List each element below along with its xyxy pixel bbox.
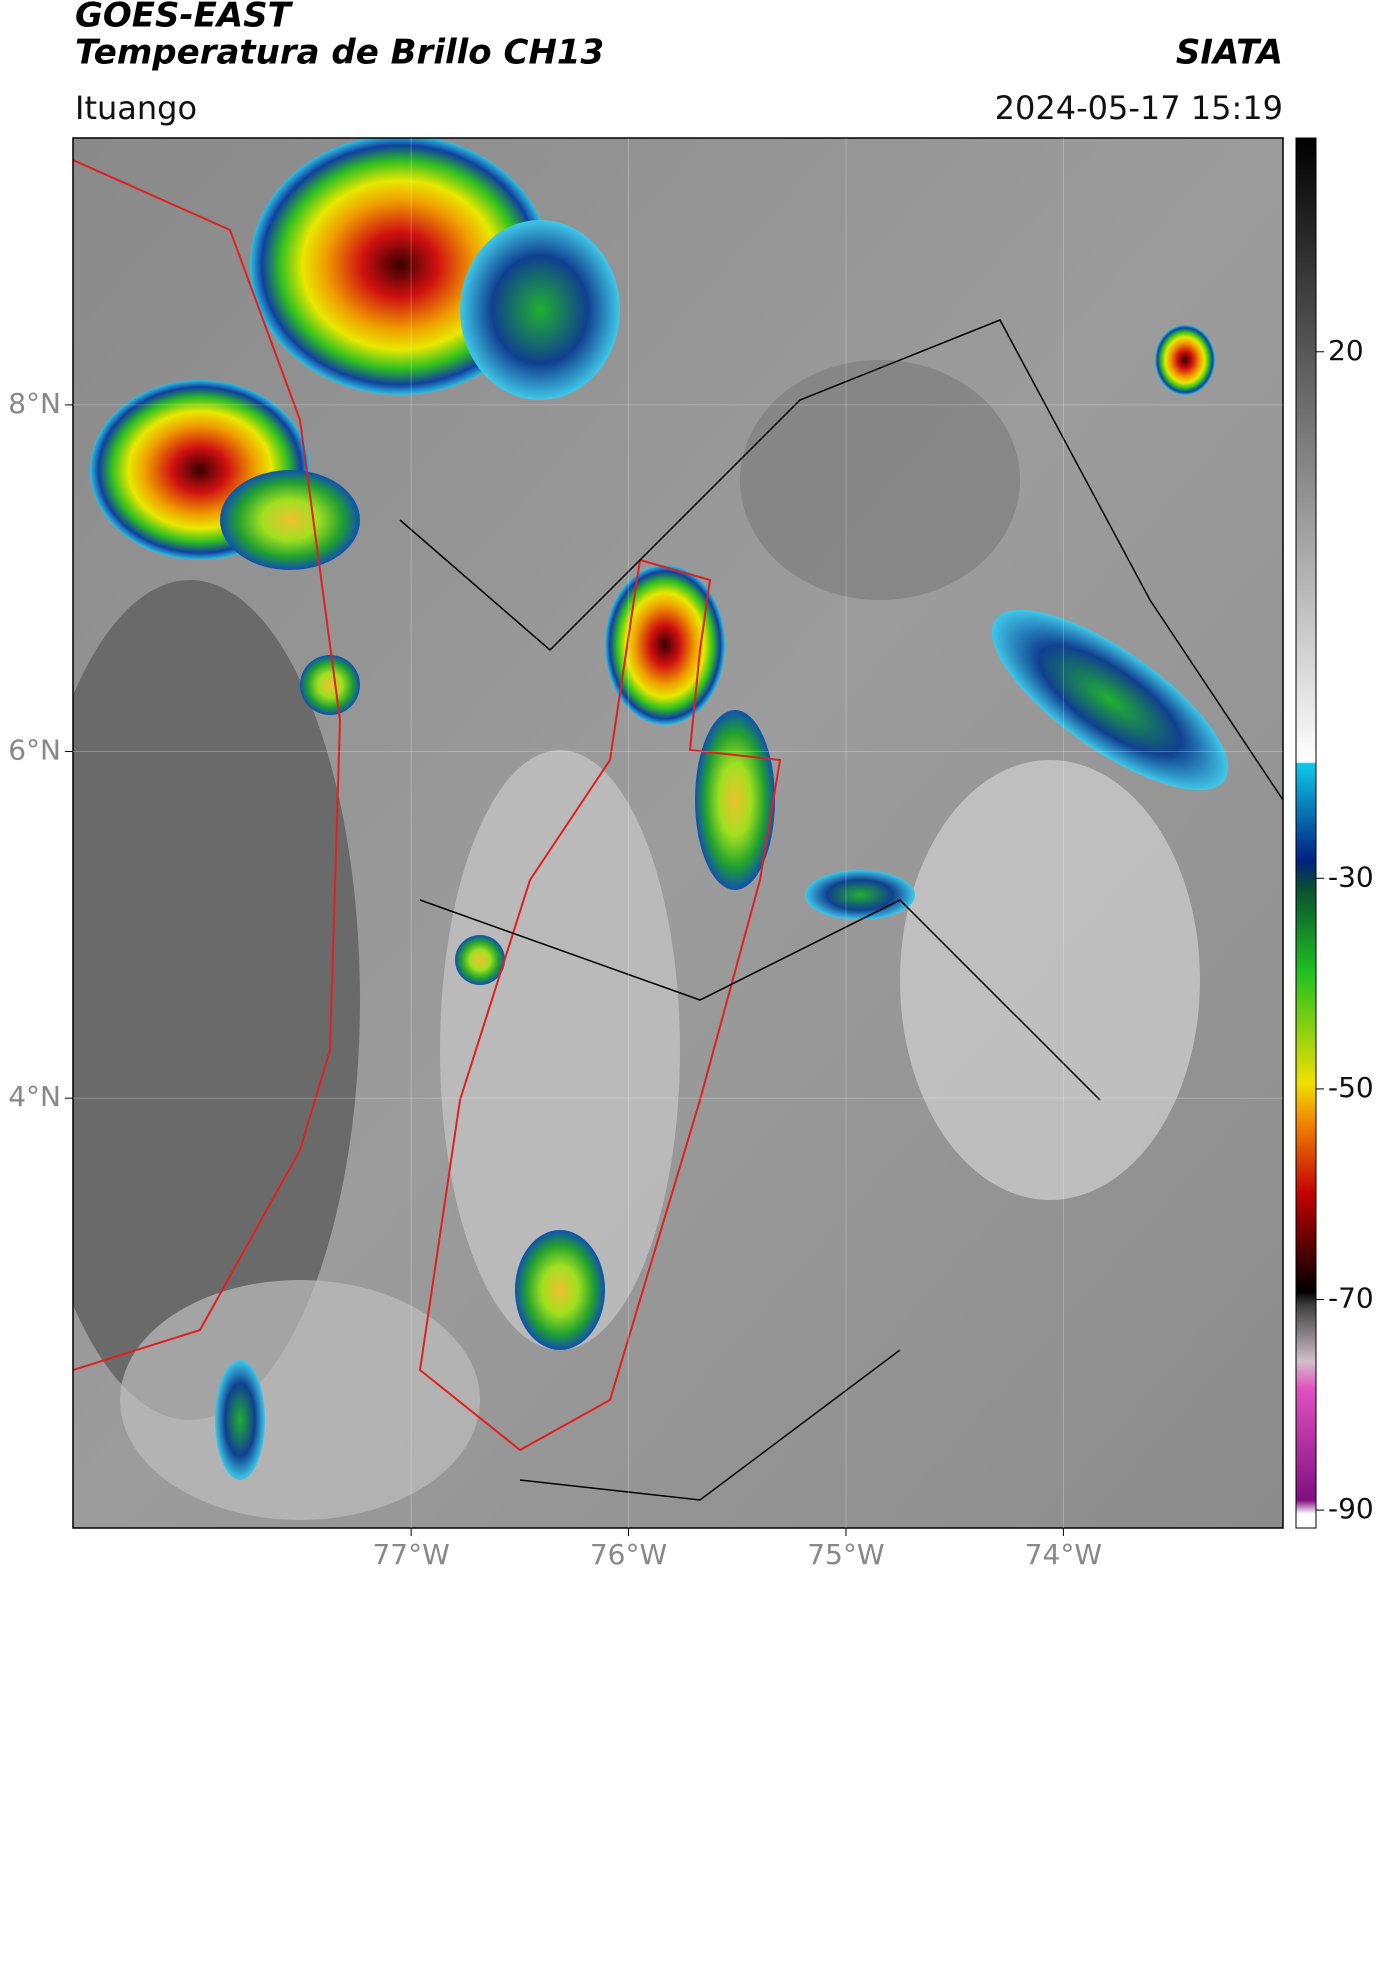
colorbar-tick-label: -50 — [1328, 1071, 1374, 1104]
x-tick-label: 76°W — [590, 1538, 667, 1571]
colorbar-tick-label: 20 — [1328, 334, 1364, 367]
source: SIATA — [1176, 33, 1283, 73]
colorbar-tick-label: -90 — [1328, 1492, 1374, 1525]
satellite-image — [73, 138, 1283, 1528]
map-frame — [72, 137, 1284, 1529]
subtitle: Temperatura de Brillo CH13 — [75, 33, 604, 73]
title: GOES-EAST — [75, 0, 294, 36]
x-tick-label: 77°W — [372, 1538, 449, 1571]
y-tick-label: 4°N — [8, 1080, 61, 1113]
y-tick-label: 8°N — [8, 387, 61, 420]
location: Ituango — [75, 89, 197, 127]
y-tick-label: 6°N — [8, 734, 61, 767]
x-tick-label: 74°W — [1025, 1538, 1102, 1571]
colorbar-tick-label: -30 — [1328, 860, 1374, 893]
datetime: 2024-05-17 15:19 — [995, 89, 1283, 127]
colorbar-tick-label: -70 — [1328, 1281, 1374, 1314]
colorbar — [1295, 137, 1317, 1529]
x-tick-label: 75°W — [807, 1538, 884, 1571]
